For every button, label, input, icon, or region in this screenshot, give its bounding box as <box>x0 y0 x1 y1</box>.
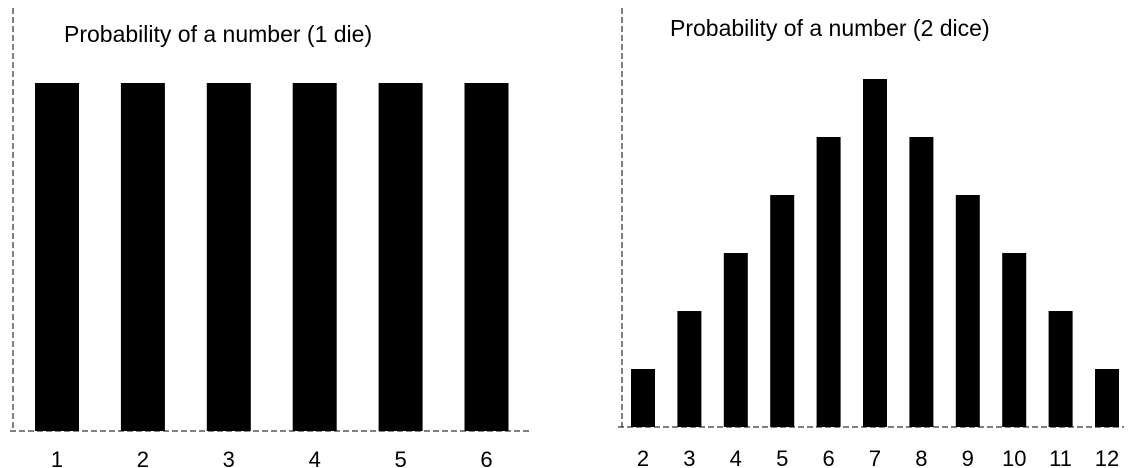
one-die-tick-label: 5 <box>394 447 406 468</box>
one-die-tick-labels: 1 2 3 4 5 6 <box>51 447 493 468</box>
two-dice-tick-label: 11 <box>1049 446 1072 468</box>
two-dice-tick-label: 10 <box>1002 446 1026 468</box>
two-dice-tick-label: 5 <box>776 446 788 468</box>
two-dice-tick-label: 12 <box>1095 446 1119 468</box>
one-die-tick-label: 3 <box>223 447 235 468</box>
one-die-chart: Probability of a number (1 die) 1 2 3 4 5 6 <box>10 8 532 468</box>
one-die-chart-title: Probability of a number (1 die) <box>64 21 372 47</box>
two-dice-bars <box>631 79 1119 427</box>
two-dice-chart-title: Probability of a number (2 dice) <box>670 15 990 41</box>
two-dice-tick-label: 6 <box>822 446 834 468</box>
two-dice-bar-11 <box>1048 311 1073 427</box>
two-dice-bar-3 <box>677 311 702 427</box>
one-die-tick-label: 6 <box>480 447 492 468</box>
two-dice-bar-6 <box>816 137 841 427</box>
one-die-tick-label: 1 <box>51 447 63 468</box>
two-dice-chart: Probability of a number (2 dice) 2 3 4 5 6 7 8… <box>618 8 1124 468</box>
two-dice-tick-label: 3 <box>683 446 695 468</box>
one-die-bar-4 <box>292 83 337 431</box>
two-dice-tick-label: 2 <box>637 446 649 468</box>
one-die-tick-label: 4 <box>309 447 321 468</box>
one-die-bar-6 <box>464 83 509 431</box>
one-die-bar-5 <box>378 83 423 431</box>
two-dice-bar-9 <box>955 195 980 427</box>
two-dice-bar-4 <box>723 253 748 427</box>
two-dice-bar-8 <box>909 137 934 427</box>
one-die-bars <box>35 83 509 431</box>
two-dice-bar-10 <box>1002 253 1027 427</box>
two-dice-tick-label: 9 <box>962 446 974 468</box>
two-dice-tick-labels: 2 3 4 5 6 7 8 9 10 11 12 <box>637 446 1119 468</box>
one-die-bar-1 <box>35 83 79 431</box>
two-dice-bar-7 <box>863 79 887 427</box>
two-dice-tick-label: 8 <box>915 446 927 468</box>
one-die-tick-label: 2 <box>137 447 149 468</box>
two-dice-bar-12 <box>1095 369 1119 427</box>
one-die-bar-2 <box>120 83 165 431</box>
two-dice-bar-2 <box>631 369 655 427</box>
two-dice-tick-label: 4 <box>730 446 742 468</box>
two-dice-tick-label: 7 <box>869 446 881 468</box>
two-dice-bar-5 <box>770 195 795 427</box>
one-die-bar-3 <box>206 83 251 431</box>
